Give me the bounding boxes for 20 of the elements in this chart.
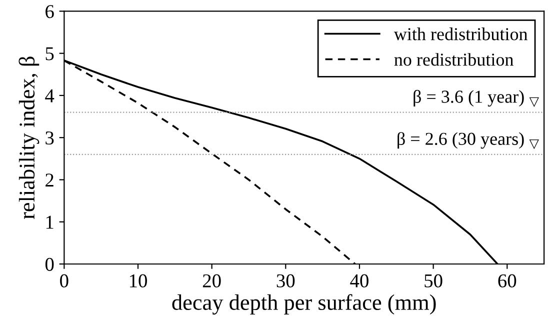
y-tick-label: 3 <box>46 131 54 145</box>
x-tick-label: 30 <box>276 274 295 288</box>
x-tick-label: 0 <box>60 274 68 288</box>
legend-label: with redistribution <box>394 28 528 40</box>
x-tick-label: 40 <box>350 274 368 288</box>
x-axis-title: decay depth per surface (mm) <box>172 294 436 315</box>
x-tick-label: 50 <box>424 274 442 288</box>
x-tick-label: 60 <box>498 274 516 288</box>
y-tick-label: 4 <box>45 89 54 102</box>
y-tick-label: 2 <box>46 174 54 186</box>
y-tick-label: 1 <box>46 216 54 229</box>
x-tick-label: 10 <box>130 274 147 288</box>
ref-line-label: β = 3.6 (1 year) $_{▽}$ <box>414 90 539 108</box>
y-tick-label: 5 <box>46 47 54 60</box>
legend-label: no redistribution <box>394 53 514 66</box>
y-tick-label: 6 <box>46 5 54 18</box>
y-axis-title: reliability index, β <box>18 56 40 220</box>
x-tick-label: 20 <box>202 274 221 288</box>
y-tick-label: 0 <box>45 258 54 271</box>
ref-line-label: β = 2.6 (30 years) $_{▽}$ <box>398 132 539 150</box>
